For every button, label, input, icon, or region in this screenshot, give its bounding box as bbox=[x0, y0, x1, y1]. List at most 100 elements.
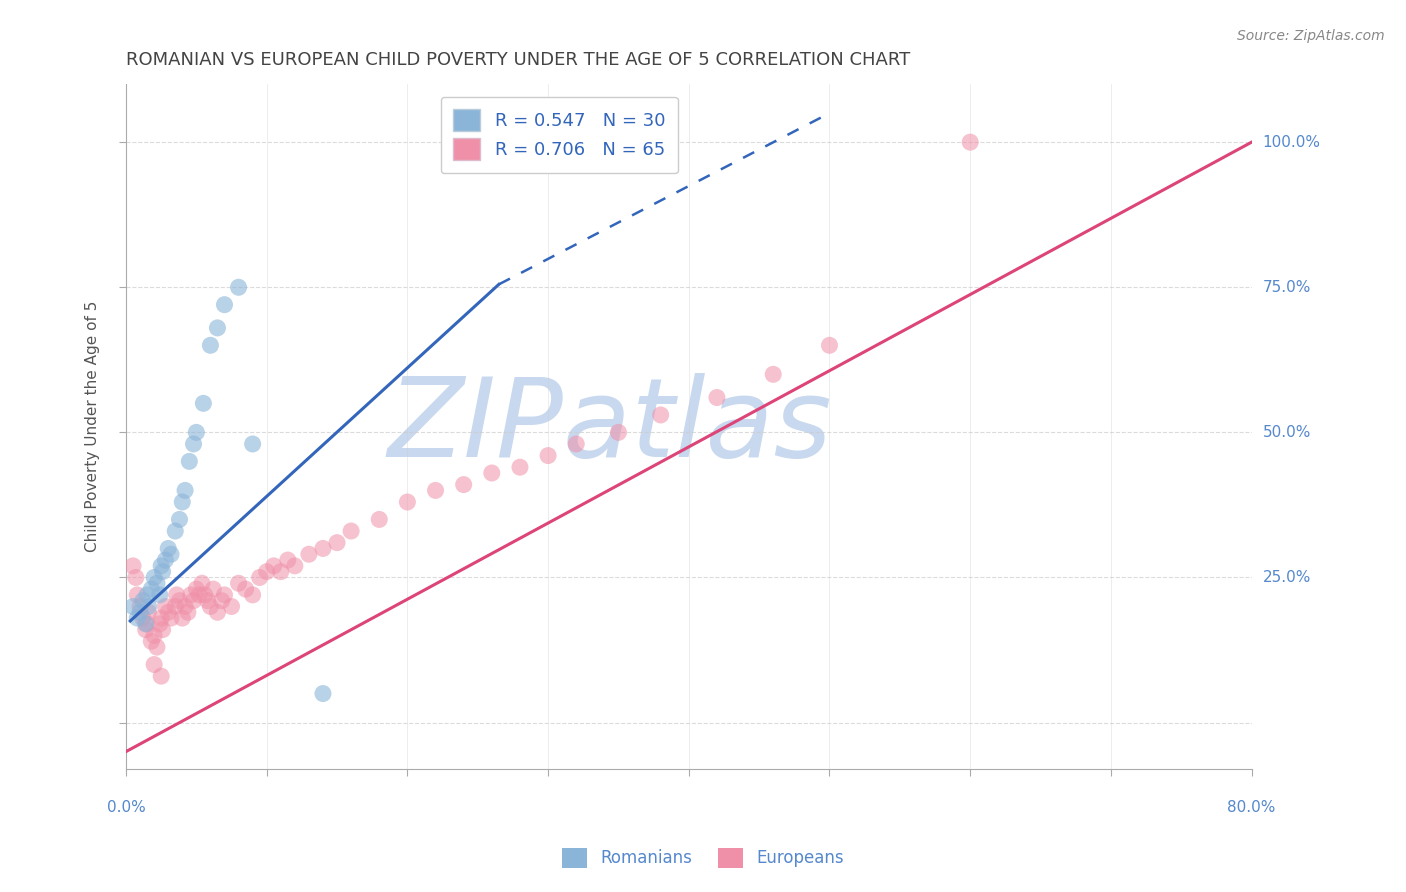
Point bbox=[141, 634, 163, 648]
Point bbox=[235, 582, 257, 596]
Point bbox=[152, 565, 174, 579]
Point bbox=[169, 512, 191, 526]
Point bbox=[188, 588, 211, 602]
Point bbox=[172, 611, 194, 625]
Point bbox=[193, 396, 215, 410]
Point bbox=[132, 611, 155, 625]
Point bbox=[509, 460, 531, 475]
Legend: Romanians, Europeans: Romanians, Europeans bbox=[555, 841, 851, 875]
Point bbox=[174, 483, 197, 498]
Point bbox=[160, 611, 183, 625]
Point bbox=[172, 495, 194, 509]
Point bbox=[284, 558, 307, 573]
Point bbox=[146, 640, 169, 654]
Point bbox=[135, 623, 157, 637]
Point bbox=[186, 425, 208, 440]
Point bbox=[141, 582, 163, 596]
Text: Source: ZipAtlas.com: Source: ZipAtlas.com bbox=[1237, 29, 1385, 43]
Text: ROMANIAN VS EUROPEAN CHILD POVERTY UNDER THE AGE OF 5 CORRELATION CHART: ROMANIAN VS EUROPEAN CHILD POVERTY UNDER… bbox=[127, 51, 910, 69]
Point bbox=[312, 541, 335, 556]
Text: 50.0%: 50.0% bbox=[1263, 425, 1310, 440]
Point bbox=[143, 628, 166, 642]
Point bbox=[202, 582, 225, 596]
Text: 75.0%: 75.0% bbox=[1263, 280, 1310, 294]
Point bbox=[326, 535, 349, 549]
Point bbox=[135, 616, 157, 631]
Point bbox=[221, 599, 243, 614]
Point bbox=[340, 524, 363, 538]
Point bbox=[200, 338, 222, 352]
Point bbox=[194, 588, 217, 602]
Point bbox=[157, 605, 180, 619]
Point bbox=[169, 593, 191, 607]
Point bbox=[186, 582, 208, 596]
Point bbox=[143, 570, 166, 584]
Point bbox=[762, 368, 785, 382]
Text: ZIPatlas: ZIPatlas bbox=[388, 373, 832, 480]
Point bbox=[242, 588, 264, 602]
Point bbox=[150, 669, 173, 683]
Point bbox=[165, 599, 187, 614]
Point bbox=[143, 657, 166, 672]
Point bbox=[132, 593, 155, 607]
Point bbox=[959, 135, 981, 149]
Point bbox=[129, 599, 152, 614]
Point bbox=[396, 495, 419, 509]
Point bbox=[160, 547, 183, 561]
Point bbox=[174, 599, 197, 614]
Point bbox=[818, 338, 841, 352]
Text: 100.0%: 100.0% bbox=[1263, 135, 1320, 150]
Point bbox=[211, 593, 233, 607]
Point bbox=[127, 611, 149, 625]
Point bbox=[150, 611, 173, 625]
Point bbox=[197, 593, 219, 607]
Point bbox=[249, 570, 271, 584]
Point bbox=[157, 541, 180, 556]
Point bbox=[277, 553, 299, 567]
Point bbox=[183, 437, 205, 451]
Point bbox=[565, 437, 588, 451]
Point bbox=[207, 321, 229, 335]
Point bbox=[127, 588, 149, 602]
Point bbox=[214, 298, 236, 312]
Point bbox=[191, 576, 214, 591]
Point bbox=[228, 576, 250, 591]
Point bbox=[263, 558, 285, 573]
Point bbox=[149, 616, 172, 631]
Point bbox=[183, 593, 205, 607]
Point bbox=[138, 605, 160, 619]
Point bbox=[425, 483, 447, 498]
Point bbox=[214, 588, 236, 602]
Point bbox=[149, 588, 172, 602]
Point bbox=[537, 449, 560, 463]
Text: 25.0%: 25.0% bbox=[1263, 570, 1310, 585]
Point bbox=[228, 280, 250, 294]
Point bbox=[165, 524, 187, 538]
Point bbox=[129, 605, 152, 619]
Point bbox=[298, 547, 321, 561]
Point bbox=[200, 599, 222, 614]
Point bbox=[122, 558, 145, 573]
Point bbox=[270, 565, 292, 579]
Point bbox=[207, 605, 229, 619]
Point bbox=[136, 616, 159, 631]
Point bbox=[453, 477, 475, 491]
Point bbox=[607, 425, 630, 440]
Point bbox=[180, 588, 202, 602]
Point bbox=[312, 687, 335, 701]
Y-axis label: Child Poverty Under the Age of 5: Child Poverty Under the Age of 5 bbox=[86, 301, 100, 552]
Point bbox=[242, 437, 264, 451]
Legend: R = 0.547   N = 30, R = 0.706   N = 65: R = 0.547 N = 30, R = 0.706 N = 65 bbox=[440, 96, 678, 173]
Point bbox=[368, 512, 391, 526]
Point bbox=[146, 576, 169, 591]
Point bbox=[150, 558, 173, 573]
Point bbox=[152, 623, 174, 637]
Point bbox=[166, 588, 188, 602]
Point bbox=[138, 599, 160, 614]
Point bbox=[481, 466, 503, 480]
Text: 0.0%: 0.0% bbox=[107, 799, 145, 814]
Text: 80.0%: 80.0% bbox=[1227, 799, 1275, 814]
Point bbox=[155, 599, 177, 614]
Point bbox=[706, 391, 728, 405]
Point bbox=[177, 605, 200, 619]
